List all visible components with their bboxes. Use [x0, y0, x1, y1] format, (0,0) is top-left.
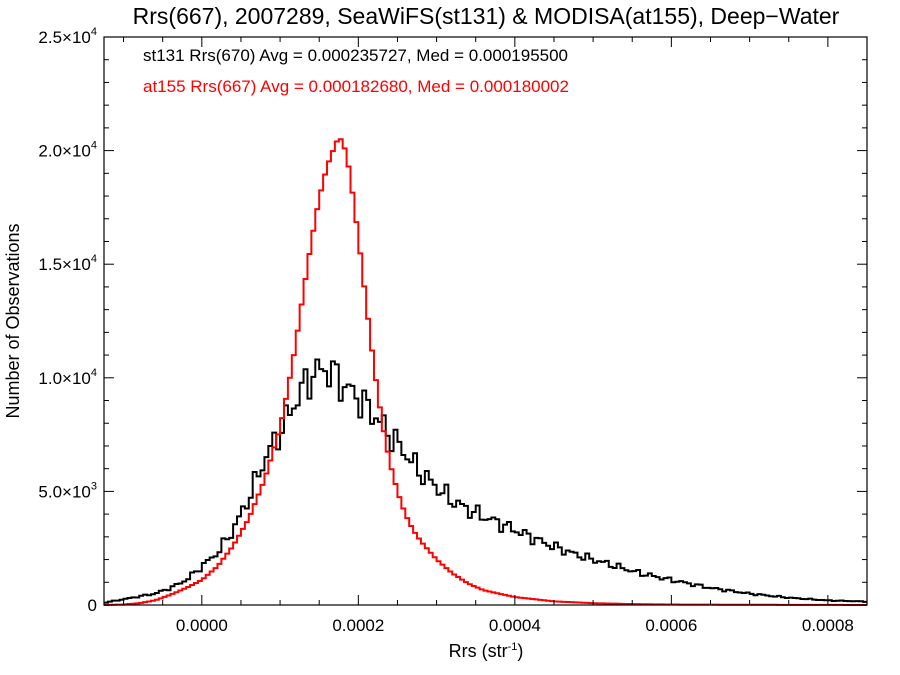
x-tick-label: 0.0008	[802, 616, 854, 635]
series-line-at155	[104, 138, 867, 606]
x-tick-label: 0.0000	[176, 616, 228, 635]
x-tick-label: 0.0006	[645, 616, 697, 635]
y-tick-label: 2.5×104	[38, 26, 97, 47]
axis-ticks: 0.0000 0.0002 0.0004 0.0006 0.0008 0 5.0×103 1.…	[38, 26, 868, 635]
plot-frame	[103, 36, 868, 606]
y-tick-label: 2.0×104	[38, 140, 97, 161]
y-tick-label: 1.5×104	[38, 253, 97, 274]
x-tick-label: 0.0004	[489, 616, 541, 635]
histogram-layer	[104, 138, 867, 606]
y-tick-label: 5.0×103	[38, 480, 97, 501]
series-line-st131	[104, 358, 867, 604]
chart-title: Rrs(667), 2007289, SeaWiFS(st131) & MODI…	[133, 3, 840, 29]
legend-entry-at155: at155 Rrs(667) Avg = 0.000182680, Med = …	[143, 77, 569, 96]
y-axis-label: Number of Observations	[3, 223, 23, 418]
x-axis-label: Rrs (str-1)	[449, 641, 524, 661]
x-tick-label: 0.0002	[332, 616, 384, 635]
legend-entry-st131: st131 Rrs(670) Avg = 0.000235727, Med = …	[143, 46, 568, 65]
y-tick-label: 1.0×104	[38, 367, 97, 388]
y-tick-label: 0	[88, 596, 97, 615]
